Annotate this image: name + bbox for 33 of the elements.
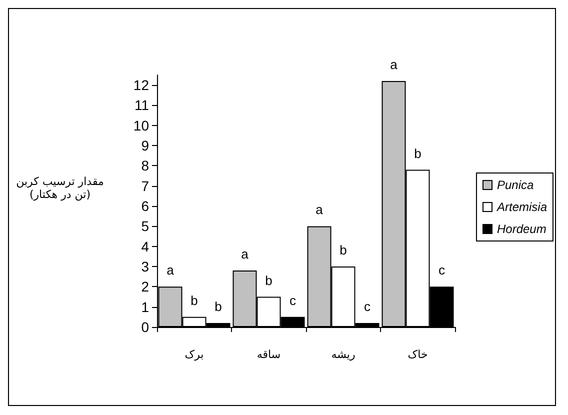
data-label: a bbox=[390, 57, 398, 72]
data-label: a bbox=[166, 262, 175, 278]
y-tick-label: 11 bbox=[134, 97, 150, 114]
data-label: b bbox=[340, 242, 347, 258]
data-label: a bbox=[316, 202, 324, 218]
y-tick-label: 5 bbox=[141, 218, 150, 234]
y-tick-label: 12 bbox=[133, 77, 150, 94]
y-tick-label: 4 bbox=[141, 238, 150, 254]
x-tick-label: ساقه bbox=[256, 348, 281, 361]
x-tick-label: برک bbox=[184, 348, 204, 361]
legend-label: Artemisia bbox=[496, 200, 548, 214]
legend-label: Punica bbox=[496, 178, 534, 192]
data-label: c bbox=[290, 292, 296, 308]
y-tick-label: 1 bbox=[141, 298, 150, 315]
y-tick-label: 9 bbox=[141, 138, 150, 154]
data-label: c bbox=[364, 298, 371, 314]
data-label: b bbox=[190, 292, 198, 308]
x-tick-label: خاک bbox=[408, 348, 428, 361]
y-tick-label: 7 bbox=[141, 178, 150, 194]
data-label: a bbox=[241, 246, 250, 262]
y-tick-label: 8 bbox=[141, 158, 150, 174]
data-label: b bbox=[214, 298, 222, 314]
legend-label: Hordeum bbox=[496, 222, 546, 236]
y-tick-label: 6 bbox=[141, 198, 150, 214]
data-label: c bbox=[438, 262, 446, 278]
y-tick-label: 10 bbox=[133, 117, 150, 134]
y-axis-title: مقدار ترسیب کربن (تن در هکتار) bbox=[15, 175, 105, 201]
y-tick-label: 0 bbox=[141, 319, 150, 335]
y-tick-label: 2 bbox=[141, 278, 150, 295]
data-label: b bbox=[414, 146, 422, 161]
y-tick-label: 3 bbox=[141, 258, 150, 275]
x-tick-label: ریشه bbox=[331, 348, 356, 361]
data-label: b bbox=[265, 272, 272, 288]
